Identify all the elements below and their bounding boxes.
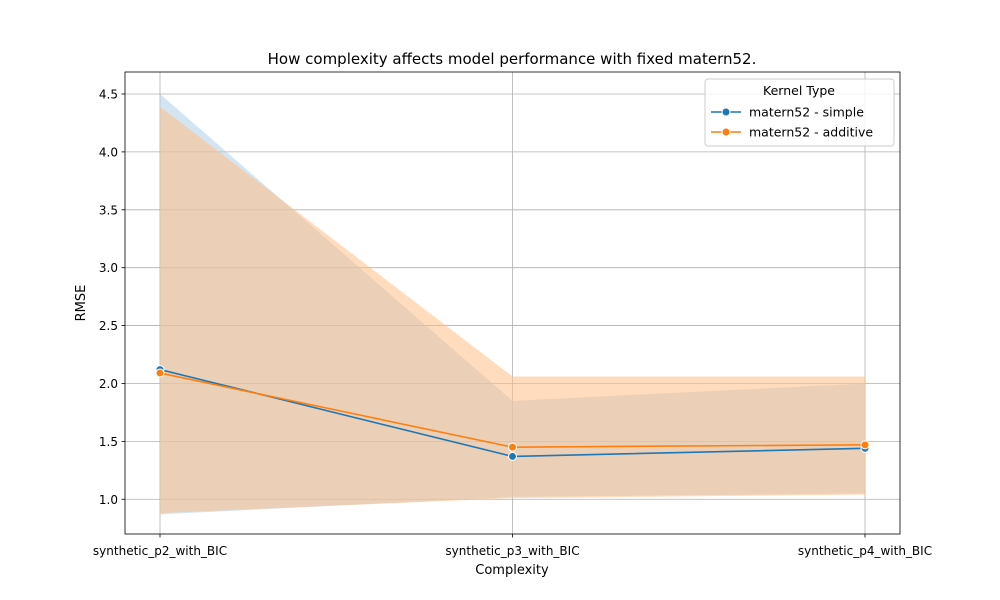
legend-box [704, 78, 895, 147]
confidence-band-series-2 [160, 106, 865, 514]
chart-title: How complexity affects model performance… [268, 50, 757, 68]
axis-ticks: 1.0 1.5 2.0 2.5 3.0 3.5 4.0 4.5 synthetic_p2_wit… [93, 88, 932, 559]
x-tick-label: synthetic_p2_with_BIC [93, 544, 227, 558]
legend-label-series-1: matern52 - simple [749, 105, 864, 120]
y-tick-label: 2.0 [99, 377, 118, 391]
legend-title: Kernel Type [763, 83, 835, 98]
x-tick-label: synthetic_p3_with_BIC [445, 544, 579, 558]
legend-label-series-2: matern52 - additive [749, 125, 873, 140]
legend-marker-series-1 [721, 107, 731, 117]
y-tick-label: 1.0 [99, 493, 118, 507]
legend-entries: matern52 - simple matern52 - additive [711, 105, 873, 140]
x-tick-label: synthetic_p4_with_BIC [798, 544, 932, 558]
y-tick-label: 2.5 [99, 319, 118, 333]
y-axis-label: RMSE [74, 285, 89, 322]
data-point-series-2 [155, 368, 165, 378]
y-tick-label: 3.0 [99, 261, 118, 275]
y-tick-label: 3.5 [99, 203, 118, 217]
data-point-series-2 [508, 442, 517, 452]
confidence-bands [160, 94, 865, 515]
y-tick-label: 1.5 [99, 435, 118, 449]
y-tick-label: 4.5 [99, 88, 118, 102]
y-tick-label: 4.0 [99, 145, 118, 159]
data-point-series-1 [508, 451, 517, 461]
data-point-series-2 [860, 440, 870, 450]
x-axis-label: Complexity [475, 563, 549, 578]
legend-marker-series-2 [721, 127, 731, 137]
series-markers [155, 365, 870, 461]
